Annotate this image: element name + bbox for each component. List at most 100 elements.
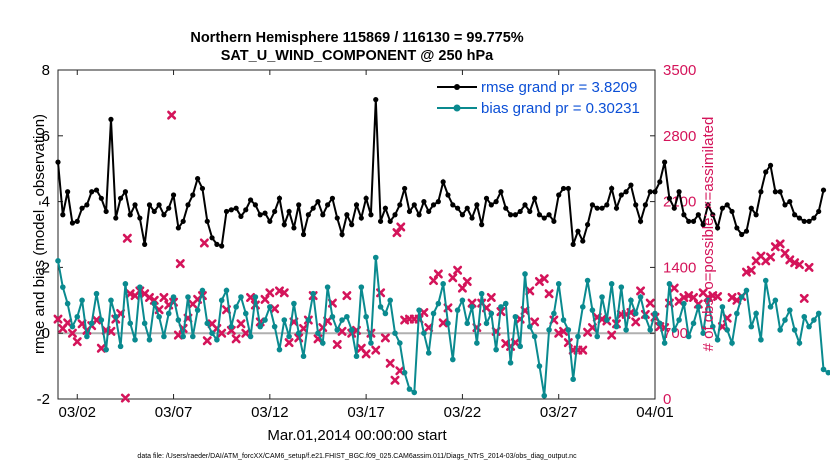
bias-point <box>541 392 548 399</box>
bias-point <box>339 317 345 323</box>
rmse-point <box>435 199 441 205</box>
bias-point <box>218 297 225 304</box>
rmse-point <box>498 189 504 195</box>
bias-point <box>79 297 85 304</box>
obs-point <box>53 314 63 324</box>
rmse-point <box>763 169 769 175</box>
bias-point <box>555 281 562 287</box>
left-axis-ticks: -2 0 2 4 6 8 <box>37 62 63 408</box>
obs-point <box>217 328 227 338</box>
bias-point <box>132 336 138 343</box>
bias-point <box>671 327 678 333</box>
bias-point <box>55 258 61 264</box>
rmse-point <box>686 218 692 224</box>
bias-point <box>517 343 523 350</box>
rmse-point <box>69 220 76 226</box>
obs-point <box>265 288 275 298</box>
rmse-point <box>252 202 258 208</box>
bias-point <box>676 317 682 323</box>
rmse-point <box>320 212 326 218</box>
obs-point <box>279 288 289 298</box>
legend-rmse-marker <box>454 84 460 90</box>
obs-point <box>92 315 102 325</box>
bias-point <box>151 300 158 307</box>
bias-point <box>604 317 610 323</box>
bias-point <box>782 317 788 323</box>
rmse-point <box>426 208 432 215</box>
rmse-point <box>146 202 153 208</box>
rmse-point <box>142 241 148 247</box>
bias-point <box>647 327 653 333</box>
y-right-tick-label: 1400 <box>663 259 696 276</box>
bias-point <box>623 327 629 333</box>
legend-rmse-label: rmse grand pr = 3.8209 <box>481 79 637 96</box>
bias-point <box>242 310 249 317</box>
rmse-point <box>84 202 90 208</box>
rmse-point <box>666 195 673 201</box>
x-tick-label: 03/27 <box>540 404 578 421</box>
bias-point <box>531 333 538 340</box>
bias-point <box>498 304 504 310</box>
bias-point <box>165 310 172 317</box>
rmse-point <box>257 212 263 218</box>
rmse-point <box>300 231 307 238</box>
rmse-point <box>464 205 470 211</box>
x-tick-label: 03/22 <box>444 404 482 421</box>
bias-point <box>570 376 576 383</box>
bias-point <box>714 336 721 343</box>
bias-point <box>560 317 567 323</box>
obs-point <box>260 294 270 304</box>
rmse-point <box>479 222 485 228</box>
rmse-point <box>820 187 827 193</box>
bias-point <box>377 304 384 310</box>
bias-point <box>291 300 297 307</box>
rmse-point <box>522 202 528 208</box>
rmse-point <box>377 218 384 224</box>
rmse-point <box>339 231 345 238</box>
bias-point <box>700 330 706 337</box>
bias-point <box>93 290 100 297</box>
bias-point <box>401 369 408 376</box>
bias-point <box>748 323 755 330</box>
rmse-point <box>353 202 360 208</box>
rmse-point <box>700 222 706 228</box>
rmse-point <box>344 212 350 218</box>
bias-point <box>315 330 321 337</box>
rmse-point <box>430 202 437 208</box>
bias-point <box>108 297 114 304</box>
bias-point <box>74 313 81 320</box>
rmse-point <box>575 228 581 234</box>
rmse-point <box>532 195 538 201</box>
bias-point <box>440 281 446 287</box>
bias-point <box>464 320 471 327</box>
bias-point <box>632 310 639 317</box>
bias-point <box>796 340 803 346</box>
bias-point <box>112 313 119 320</box>
x-tick-label: 03/17 <box>347 404 385 421</box>
rmse-point <box>546 212 552 218</box>
rmse-point <box>806 218 812 224</box>
x-tick-label: 03/07 <box>155 404 193 421</box>
bias-point <box>252 294 259 300</box>
rmse-point <box>801 218 807 224</box>
bias-point <box>170 294 177 300</box>
bias-point <box>353 353 360 360</box>
bias-point <box>185 294 191 300</box>
rmse-point <box>113 215 119 221</box>
obs-point <box>539 274 549 284</box>
bias-point <box>613 323 620 330</box>
y-left-tick-label: -2 <box>37 391 50 408</box>
bias-point <box>247 333 254 340</box>
bias-point <box>738 294 745 300</box>
rmse-point <box>455 205 461 211</box>
bias-point <box>522 271 528 277</box>
footnote: data file: /Users/raeder/DAI/ATM_forcXX/… <box>137 453 577 460</box>
bias-point <box>584 277 591 284</box>
rmse-point <box>55 159 61 165</box>
obs-point <box>775 239 785 249</box>
rmse-point <box>556 192 562 198</box>
bias-point <box>421 330 427 337</box>
bias-point <box>454 307 461 313</box>
rmse-point <box>609 185 615 192</box>
rmse-point <box>156 202 162 208</box>
